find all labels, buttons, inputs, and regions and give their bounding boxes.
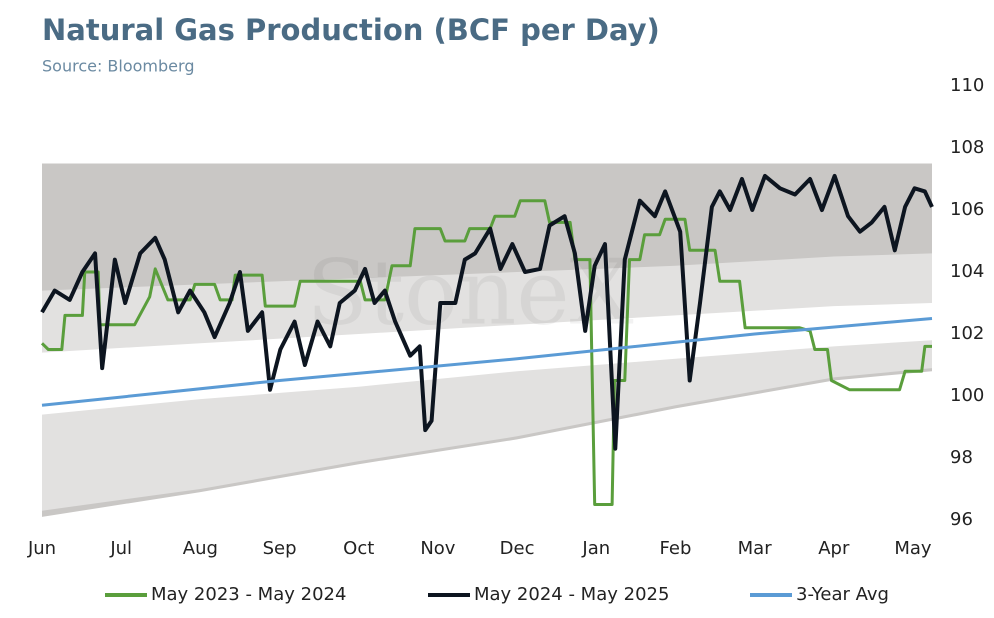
x-tick-label: Jan: [581, 538, 610, 559]
data-line: [41, 317, 933, 407]
x-tick-label: Aug: [183, 538, 218, 559]
x-tick-label: Oct: [343, 538, 374, 559]
y-tick-label: 98: [950, 447, 973, 468]
y-tick-label: 100: [950, 385, 984, 406]
x-tick-label: Nov: [420, 538, 455, 559]
x-tick-label: Feb: [660, 538, 692, 559]
y-tick-label: 106: [950, 199, 984, 220]
y-tick-label: 102: [950, 323, 984, 344]
data-line: [40, 199, 932, 506]
range-band: [42, 303, 932, 415]
legend-label: May 2023 - May 2024: [151, 584, 346, 605]
data-line: [40, 173, 934, 451]
y-tick-label: 104: [950, 261, 984, 282]
y-tick-label: 96: [950, 509, 973, 530]
x-tick-label: Mar: [738, 538, 773, 559]
chart-subtitle: Source: Bloomberg: [42, 57, 194, 76]
chart-title: Natural Gas Production (BCF per Day): [42, 13, 660, 47]
x-tick-label: Dec: [500, 538, 535, 559]
x-tick-label: Jul: [109, 538, 132, 559]
legend-label: 3-Year Avg: [796, 584, 889, 605]
x-tick-label: Sep: [263, 538, 297, 559]
x-tick-label: May: [894, 538, 932, 559]
x-tick-label: Jun: [27, 538, 56, 559]
y-tick-label: 108: [950, 137, 984, 158]
legend-label: May 2024 - May 2025: [474, 584, 669, 605]
y-tick-label: 110: [950, 75, 984, 96]
x-tick-label: Apr: [818, 538, 850, 559]
